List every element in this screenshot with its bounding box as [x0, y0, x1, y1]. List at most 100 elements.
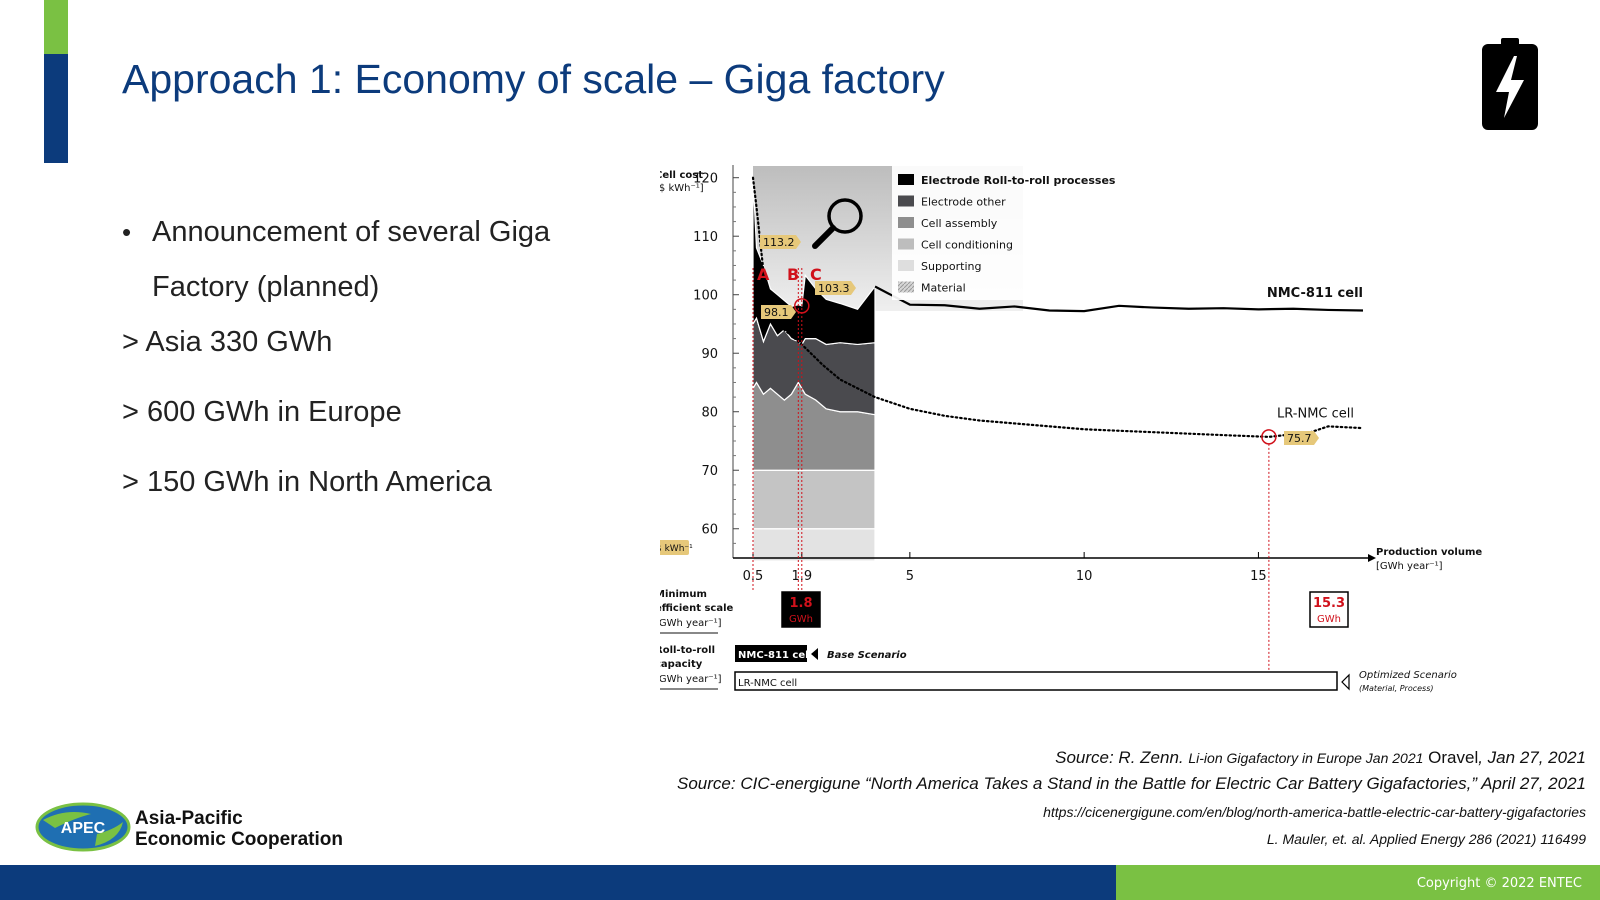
source-line-4: L. Mauler, et. al. Applied Energy 286 (2… — [1266, 831, 1586, 847]
min-efficient-scale-boxes: 1.8 GWh 15.3 GWh — [781, 591, 1349, 628]
sources: Source: R. Zenn. Li-ion Gigafactory in E… — [677, 746, 1586, 852]
series-lines: NMC-811 cell LR-NMC cell — [751, 176, 1365, 438]
y-tick-label: 100 — [693, 289, 718, 304]
bullet-asia: > Asia 330 GWh — [122, 326, 333, 358]
bullet-dot: • — [122, 217, 132, 247]
x-axis-arrow — [1368, 554, 1376, 562]
bullet-main-line1: Announcement of several Giga — [152, 216, 551, 248]
base-scenario-arrow — [811, 648, 818, 660]
optimized-scenario-label: Optimized Scenario — [1359, 670, 1457, 681]
source-1-publisher: Oravel — [1428, 748, 1479, 767]
source-1-title: Li-ion Gigafactory in Europe Jan 2021 — [1188, 750, 1424, 766]
copyright: Copyright © 2022 ENTEC — [1416, 876, 1582, 891]
value-callout-bg — [761, 305, 796, 319]
legend-swatch — [898, 174, 914, 185]
x-tick-label: 15 — [1250, 569, 1267, 584]
footer-bar-green — [1116, 865, 1600, 900]
apec-logo-mark: APEC — [61, 820, 106, 837]
bullet-main: • Announcement of several Giga Factory (… — [122, 205, 582, 315]
area-supporting — [752, 528, 876, 562]
scenario-point-label: A — [757, 265, 770, 284]
bar-nmc811-label: NMC-811 cell — [738, 650, 812, 661]
value-callout: 98.1 — [764, 306, 789, 319]
roll-unit: [GWh year⁻¹] — [660, 674, 722, 685]
min-scale-value: 15.3 — [1313, 596, 1345, 611]
base-scenario-label: Base Scenario — [827, 650, 907, 661]
cost-chart: Cell cost [$ kWh⁻¹] Production volume [G… — [660, 164, 1482, 693]
annotations: 113.2 98.1 103.3 75.7 — [760, 235, 1319, 445]
series-lrnmc-line — [751, 176, 1365, 438]
bullet-main-line2: Factory (planned) — [152, 271, 380, 303]
bullet-north-america: > 150 GWh in North America — [122, 466, 492, 498]
min-scale-unit-label: GWh — [1317, 614, 1341, 625]
min-scale-unit: [GWh year⁻¹] — [660, 618, 722, 629]
y-tick-label: 90 — [701, 347, 718, 362]
legend-label: Electrode other — [921, 196, 1006, 209]
value-callout-bg — [760, 235, 801, 249]
apec-name-line2: Economic Cooperation — [135, 829, 343, 850]
legend-bg — [892, 164, 1092, 300]
accent-bar-blue — [44, 54, 68, 163]
min-scale-box — [1309, 591, 1349, 628]
x-tick-label: 10 — [1076, 569, 1093, 584]
legend-label: Cell assembly — [921, 217, 998, 230]
min-scale-box — [781, 591, 821, 628]
source-line-1: Source: R. Zenn. Li-ion Gigafactory in E… — [677, 746, 1586, 770]
min-scale-value: 1.8 — [789, 596, 812, 611]
bullet-list: • Announcement of several Giga Factory (… — [122, 205, 582, 537]
legend-label: Cell conditioning — [921, 239, 1013, 252]
optimized-scenario-arrow — [1341, 673, 1350, 691]
legend-swatch — [898, 260, 914, 271]
legend: Electrode Roll-to-roll processes Electrod… — [892, 164, 1116, 300]
y-tick-label: 70 — [701, 464, 718, 479]
y-ticks: 120 110 100 90 80 70 60 — [693, 172, 739, 544]
scenario-point-label: C — [810, 265, 822, 284]
source-1-prefix: Source: R. Zenn. — [1055, 748, 1184, 767]
value-callout: 75.7 — [1287, 432, 1312, 445]
y-tick-label: 60 — [701, 523, 718, 538]
stacked-areas — [752, 177, 876, 562]
page-title: Approach 1: Economy of scale – Giga fact… — [122, 56, 945, 102]
optimized-scenario-sublabel: (Material, Process) — [1359, 684, 1434, 693]
source-link[interactable]: https://cicenergigune.com/en/blog/north-… — [1043, 804, 1586, 820]
series-lrnmc-label: LR-NMC cell — [1277, 406, 1354, 421]
y-axis-label: Cell cost — [660, 170, 703, 181]
unit-badge-bg — [660, 540, 689, 555]
y-axis-unit: [$ kWh⁻¹] — [660, 183, 704, 194]
value-callout: 103.3 — [818, 282, 850, 295]
apec-logo: APEC — [35, 802, 131, 852]
value-callout: 113.2 — [763, 236, 795, 249]
bar-lrnmc — [734, 671, 1338, 691]
source-1-date: , Jan 27, 2021 — [1478, 748, 1586, 767]
value-callout-bg — [1284, 431, 1319, 445]
roll-label-1: Roll-to-roll — [660, 645, 715, 656]
y-tick-label: 80 — [701, 406, 718, 421]
value-callout-bg — [815, 281, 856, 295]
series-nmc811-label: NMC-811 cell — [1267, 286, 1363, 301]
magnifier-icon — [812, 198, 863, 249]
y-tick-label: 120 — [693, 172, 718, 187]
roll-label-2: capacity — [660, 659, 703, 670]
bullet-europe: > 600 GWh in Europe — [122, 396, 402, 428]
legend-swatch — [898, 238, 914, 250]
min-scale-unit-label: GWh — [789, 614, 813, 625]
x-tick-label: 5 — [906, 569, 914, 584]
scenario-point-label: B — [787, 265, 799, 284]
source-line-2: Source: CIC-energigune “North America Ta… — [677, 774, 1586, 793]
unit-badge: $ kWh⁻¹ — [660, 544, 693, 554]
series-nmc811-line — [874, 285, 1364, 313]
min-scale-label-1: Minimum — [660, 589, 707, 600]
area-conditioning — [752, 469, 876, 530]
bar-nmc811 — [735, 645, 807, 662]
area-electrode-roll — [752, 177, 876, 346]
legend-swatch — [898, 217, 914, 228]
legend-label: Material — [921, 282, 966, 295]
bar-lrnmc-label: LR-NMC cell — [738, 678, 797, 689]
battery-icon — [1482, 38, 1538, 130]
legend-swatch — [898, 195, 914, 207]
legend-swatch — [898, 281, 914, 293]
legend-label: Electrode Roll-to-roll processes — [921, 174, 1116, 187]
x-axis-label: Production volume — [1376, 547, 1482, 558]
apec-name-line1: Asia-Pacific — [135, 808, 243, 829]
